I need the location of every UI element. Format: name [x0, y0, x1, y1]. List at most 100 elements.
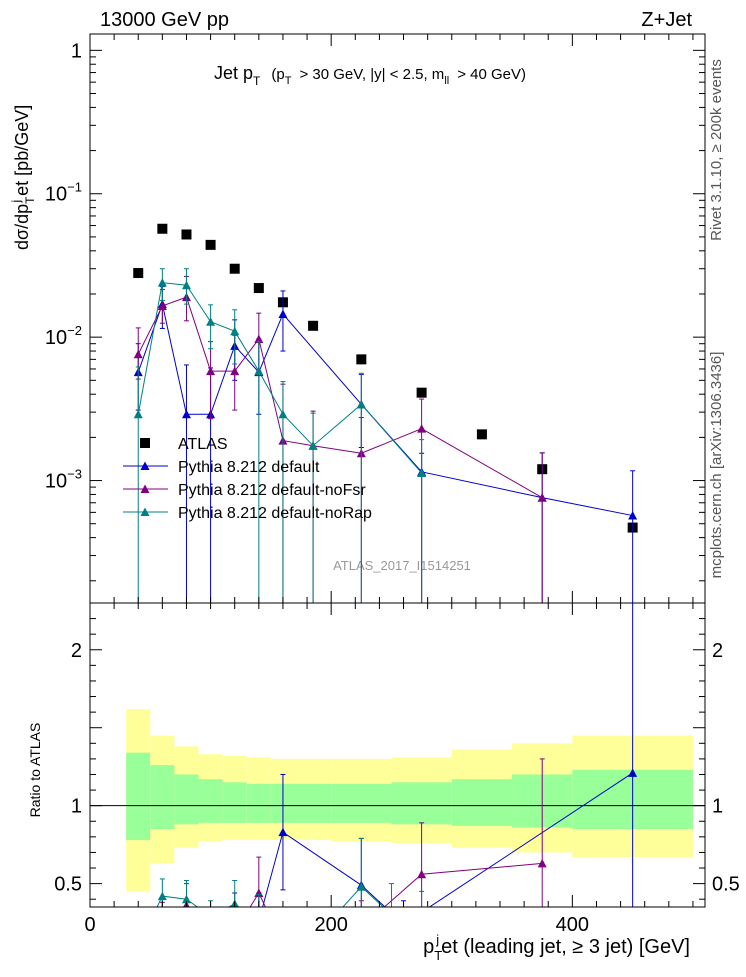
data-point-noRap: [181, 280, 191, 290]
ratio-point-noRap: [417, 915, 426, 924]
band-inner-bin: [150, 765, 175, 830]
legend-label-default: Pythia 8.212 default: [178, 459, 320, 476]
side-label-rivet: Rivet 3.1.10, ≥ 200k events: [708, 59, 725, 241]
ratio-point-noRap: [134, 941, 143, 950]
title-cuts-sub: T: [285, 75, 292, 87]
atlas-data-point: [157, 223, 168, 234]
main-plot-area: [133, 223, 638, 604]
ratio-y-tick-label: 2: [71, 640, 82, 662]
legend-label-noFsr: Pythia 8.212 default-noFsr: [178, 482, 366, 499]
atlas-data-point: [253, 283, 264, 294]
ratio-point-noRap: [206, 912, 215, 921]
tick-exponent: −2: [67, 323, 82, 338]
ratio-bands: [90, 709, 705, 892]
band-inner-bin: [331, 783, 392, 823]
legend: ATLAS Pythia 8.212 default Pythia 8.212 de…: [123, 436, 372, 522]
ratio-line-noFsr: [181, 862, 543, 907]
main-y-tick-label: 10−3: [45, 467, 82, 493]
ratio-point-default: [182, 948, 191, 957]
title-cuts-rest: > 30 GeV, |y| < 2.5, m: [299, 66, 444, 83]
legend-item-atlas: ATLAS: [140, 436, 228, 453]
data-point-default: [181, 409, 191, 419]
legend-label-atlas: ATLAS: [178, 436, 228, 453]
legend-marker-noRap: [140, 507, 150, 516]
atlas-data-point: [476, 429, 487, 440]
data-point-noFsr: [133, 349, 143, 359]
title-cuts-open: (p: [271, 66, 284, 83]
ratio-point-noRap: [254, 917, 263, 926]
y-axis-label-main: dσ/dpTj et [pb/GeV]: [9, 105, 37, 250]
data-point-noFsr: [537, 493, 547, 502]
band-inner-bin: [451, 779, 513, 826]
legend-item-noRap: Pythia 8.212 default-noRap: [123, 505, 372, 522]
ratio-point-default: [628, 768, 638, 777]
main-y-tick-label: 10−2: [45, 323, 82, 349]
ratio-frame: [89, 602, 706, 908]
legend-label-noRap: Pythia 8.212 default-noRap: [178, 505, 372, 522]
data-point-noRap: [206, 317, 216, 326]
data-point-noRap: [133, 409, 143, 419]
ratio-point-default: [158, 910, 167, 919]
ratio-point-noRap: [356, 882, 366, 891]
ratio-point-default: [206, 946, 215, 955]
ratio-y-tick-label-right: 2: [712, 640, 723, 662]
ratio-point-default: [278, 827, 288, 837]
header-right: Z+Jet: [641, 9, 692, 31]
band-inner-bin: [126, 752, 151, 840]
ratio-point-default: [399, 920, 408, 929]
ratio-point-noRap: [157, 891, 167, 901]
data-point-noRap: [230, 326, 240, 336]
legend-marker-default: [140, 461, 150, 470]
ratio-point-noFsr: [158, 912, 167, 921]
atlas-data-point: [308, 320, 319, 331]
title-cuts-sub2: ll: [444, 75, 449, 87]
atlas-data-point: [229, 263, 240, 274]
xlabel-p: p: [423, 936, 434, 958]
title-jet-p: Jet p: [214, 63, 253, 83]
ylabel-sub: T: [23, 196, 37, 204]
data-point-noRap: [157, 278, 167, 287]
legend-item-default: Pythia 8.212 default: [123, 459, 320, 476]
tick-base: 10: [45, 327, 67, 349]
main-title: Jet pT (pT > 30 GeV, |y| < 2.5, mll > 40…: [214, 63, 526, 89]
ratio-point-default: [254, 917, 263, 926]
ylabel-sup: j: [9, 200, 23, 204]
ylabel-rest: et [pb/GeV]: [12, 105, 32, 196]
x-tick-label: 0: [84, 914, 95, 936]
title-cuts-end: > 40 GeV): [457, 66, 526, 83]
series-noRap: [133, 268, 427, 604]
data-point-noRap: [254, 366, 264, 376]
y-axis-label-ratio: Ratio to ATLAS: [27, 723, 43, 818]
watermark: ATLAS_2017_I1514251: [333, 558, 471, 573]
legend-item-noFsr: Pythia 8.212 default-noFsr: [123, 482, 366, 499]
x-tick-label: 200: [314, 914, 347, 936]
tick-base: 10: [45, 184, 67, 206]
legend-marker-atlas: [140, 438, 150, 448]
atlas-data-point: [356, 354, 367, 365]
band-inner-bin: [222, 782, 247, 823]
ratio-line-noRap: [156, 886, 384, 907]
data-point-noRap: [278, 409, 288, 419]
ratio-y-tick-label: 1: [71, 796, 82, 818]
atlas-data-point: [181, 229, 192, 240]
main-y-tick-label: 1: [71, 40, 82, 62]
data-point-noFsr: [206, 366, 216, 376]
data-point-noFsr: [417, 424, 427, 433]
data-point-noFsr: [230, 366, 240, 376]
band-inner-bin: [246, 783, 271, 823]
ratio-y-tick-label: 0.5: [54, 874, 82, 896]
ratio-y-tick-label-right: 1: [712, 796, 723, 818]
band-inner-bin: [174, 774, 199, 825]
atlas-data-point: [133, 268, 144, 279]
title-jet-p-sub: T: [253, 74, 261, 88]
data-point-noRap: [356, 399, 366, 409]
ratio-point-noRap: [387, 910, 396, 919]
data-point-default: [628, 511, 638, 520]
data-point-default: [278, 309, 288, 319]
ratio-point-noRap: [278, 932, 287, 941]
data-point-noRap: [417, 468, 427, 477]
xlabel-sup: j: [435, 932, 439, 947]
ratio-point-noFsr: [278, 940, 287, 949]
